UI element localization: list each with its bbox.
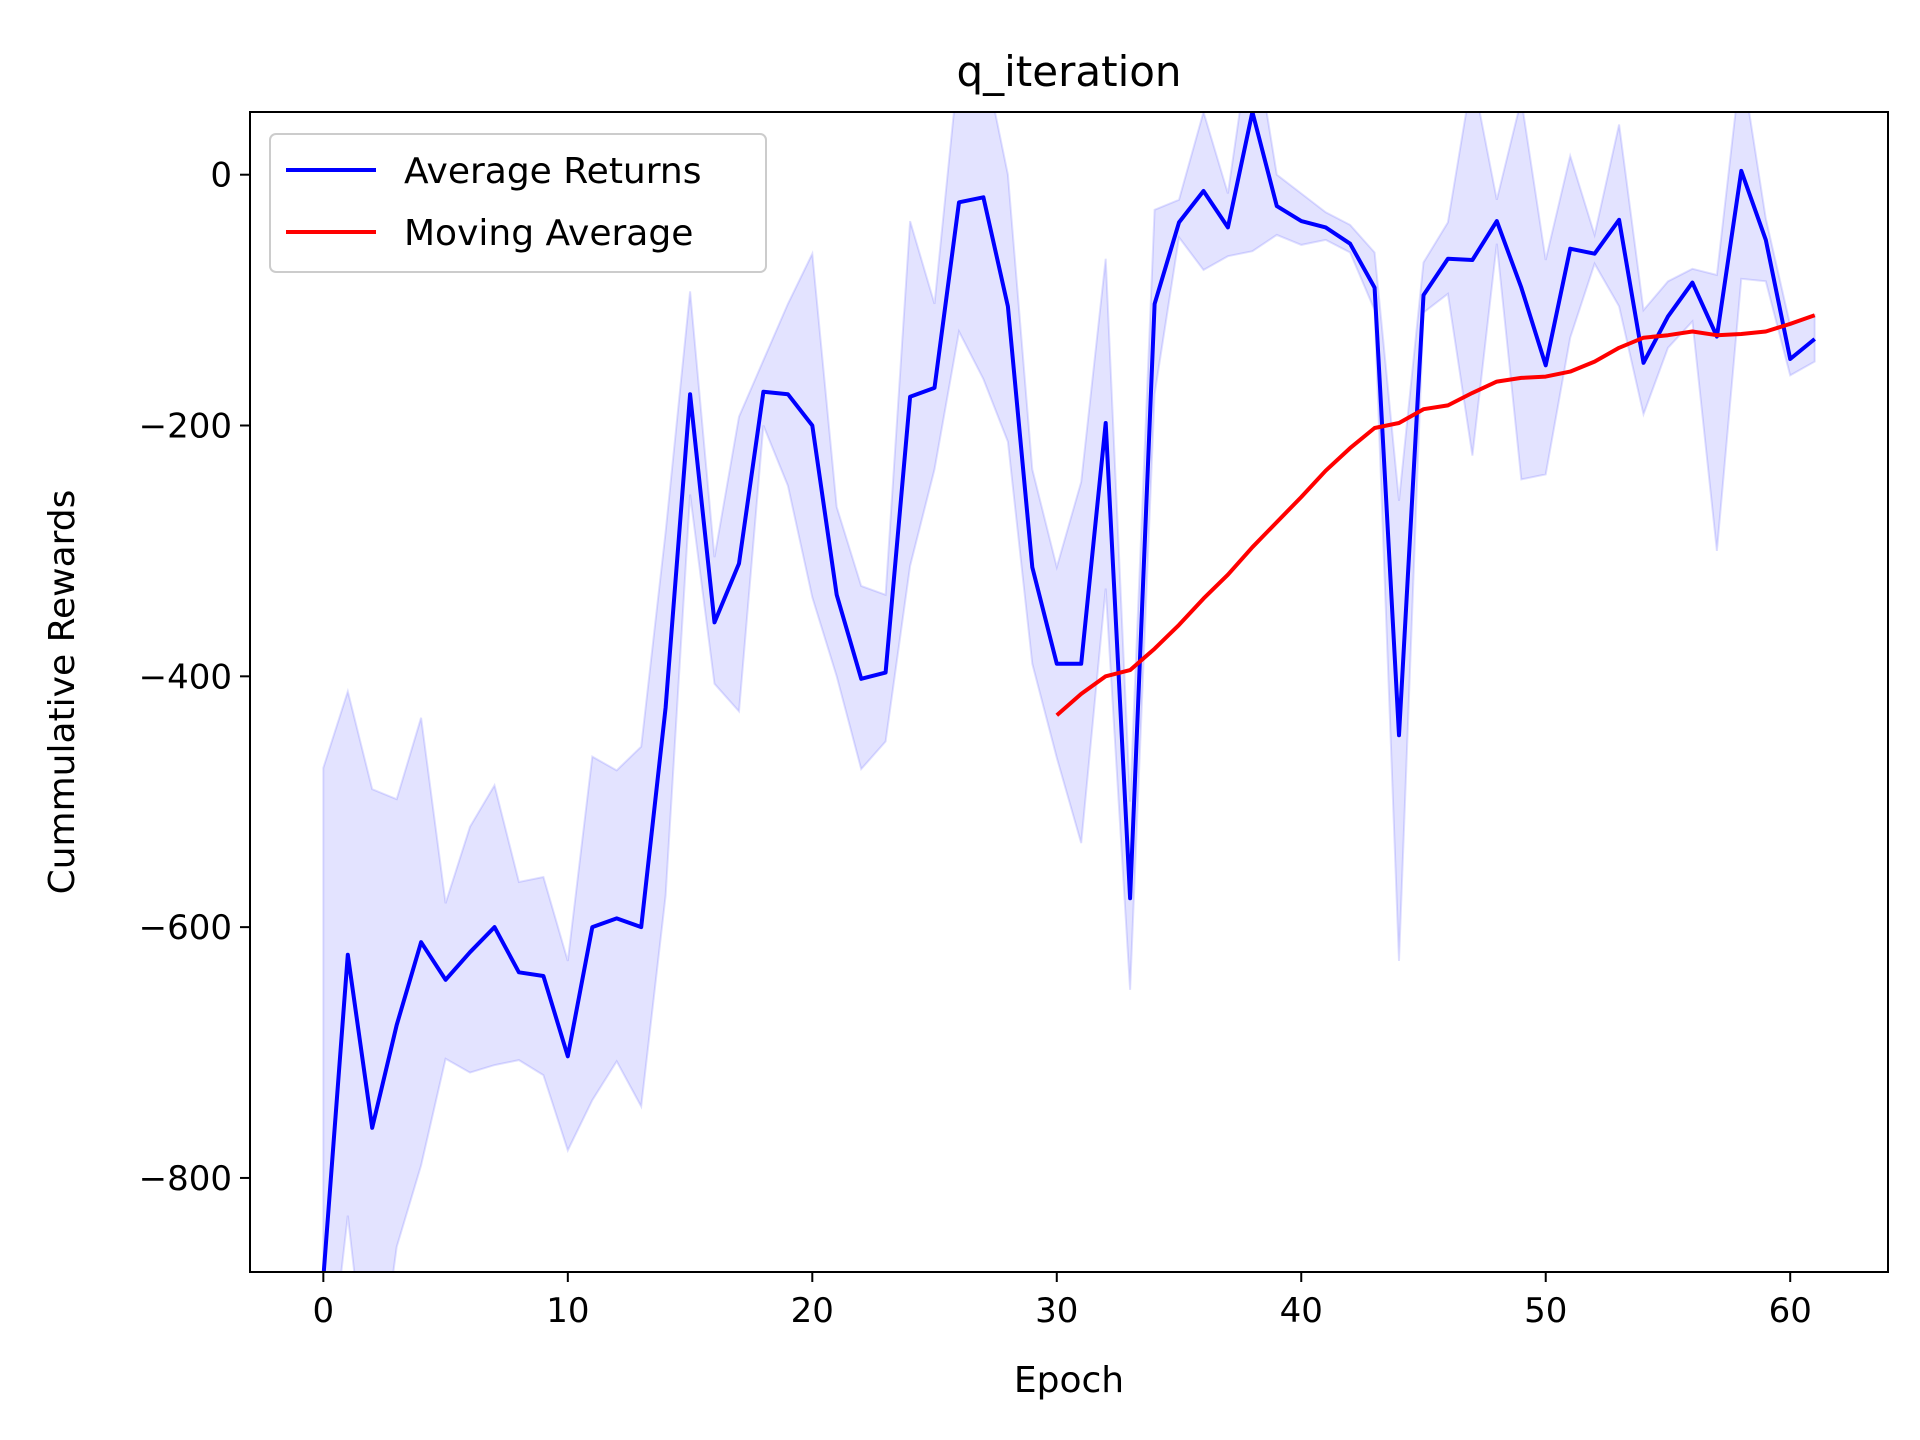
y-axis: −800 −600 −400 −200 0	[139, 156, 250, 1199]
plot-frame	[249, 111, 1889, 1273]
x-tick-label: 60	[1769, 1291, 1812, 1331]
series-line-average-returns	[321, 112, 1816, 1272]
y-axis-label: Cummulative Rewards	[42, 490, 83, 895]
plot-layer	[321, 112, 1816, 1272]
x-axis: 0 10 20 30 40 50 60	[313, 1272, 1812, 1331]
y-tick-label: −400	[139, 657, 232, 697]
y-tick-label: 0	[210, 156, 232, 196]
x-tick-label: 20	[791, 1291, 834, 1331]
y-tick-label: −600	[139, 908, 232, 948]
x-tick-label: 30	[1035, 1291, 1078, 1331]
legend: Average Returns Moving Average	[269, 133, 767, 273]
x-axis-label: Epoch	[1014, 1360, 1124, 1401]
plot-area	[250, 112, 1888, 1272]
legend-box	[269, 133, 767, 273]
confidence-band	[322, 112, 1816, 1272]
x-tick-label: 40	[1280, 1291, 1323, 1331]
x-tick-label: 0	[313, 1291, 335, 1331]
chart-title: q_iteration	[956, 47, 1181, 96]
legend-label-average-returns: Average Returns	[404, 151, 702, 192]
x-tick-label: 10	[546, 1291, 589, 1331]
x-tick-label: 50	[1524, 1291, 1567, 1331]
y-tick-label: −200	[139, 407, 232, 447]
y-tick-label: −800	[139, 1159, 232, 1199]
series-line-moving-average	[1055, 313, 1816, 717]
legend-label-moving-average: Moving Average	[404, 213, 693, 254]
